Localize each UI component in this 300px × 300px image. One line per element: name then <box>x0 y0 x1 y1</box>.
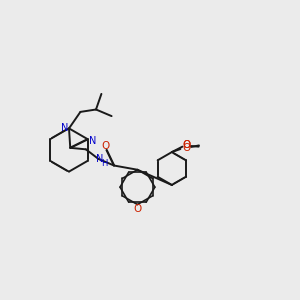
Text: N: N <box>96 154 103 164</box>
Text: O: O <box>182 140 191 150</box>
Text: N: N <box>61 123 68 133</box>
Text: N: N <box>89 136 97 146</box>
Text: O: O <box>183 143 191 153</box>
Text: H: H <box>102 159 108 168</box>
Text: O: O <box>102 141 110 151</box>
Text: O: O <box>133 204 142 214</box>
Text: O: O <box>182 140 191 150</box>
